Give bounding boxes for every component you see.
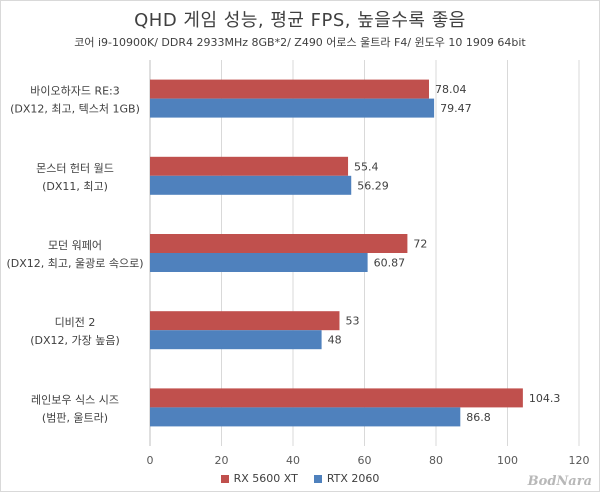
- data-label: 48: [328, 334, 342, 347]
- category-sublabel: (DX12, 최고, 울광로 속으로): [6, 257, 143, 270]
- data-label: 86.8: [466, 411, 491, 424]
- x-tick-label: 60: [358, 454, 372, 467]
- bar-rx5600xt: [150, 156, 349, 176]
- bar-rx5600xt: [150, 388, 523, 408]
- chart-title: QHD 게임 성능, 평균 FPS, 높을수록 좋음: [134, 10, 466, 31]
- category-label: 모던 워페어: [48, 239, 102, 252]
- bar-rtx2060: [150, 98, 435, 118]
- data-label: 104.3: [529, 392, 561, 405]
- category-label: 레인보우 식스 시즈: [31, 393, 119, 406]
- legend-swatch-rx5600xt: [220, 474, 229, 483]
- legend-swatch-rtx2060: [313, 474, 322, 483]
- category-sublabel: (DX12, 가장 높음): [30, 334, 120, 347]
- category-sublabel: (DX11, 최고): [42, 180, 108, 193]
- data-label: 60.87: [374, 257, 406, 270]
- data-label: 72: [413, 238, 427, 251]
- x-tick-label: 80: [429, 454, 443, 467]
- legend-label-rtx2060: RTX 2060: [326, 472, 380, 485]
- bar-rtx2060: [150, 330, 322, 350]
- x-tick-label: 120: [569, 454, 590, 467]
- category-label: 바이오하자드 RE:3: [30, 84, 120, 98]
- data-label: 79.47: [440, 102, 472, 115]
- legend-item-rx5600xt: RX 5600 XT: [220, 472, 298, 485]
- bar-rx5600xt: [150, 311, 340, 331]
- bar-rtx2060: [150, 253, 368, 272]
- chart-subtitle: 코어 i9-10900K/ DDR4 2933MHz 8GB*2/ Z490 어…: [74, 36, 526, 49]
- bar-rtx2060: [150, 407, 461, 427]
- category-label: 몬스터 헌터 월드: [36, 162, 114, 175]
- legend-item-rtx2060: RTX 2060: [313, 472, 380, 485]
- bar-rx5600xt: [150, 79, 429, 99]
- category-label: 디비전 2: [55, 316, 96, 329]
- legend-label-rx5600xt: RX 5600 XT: [233, 472, 298, 485]
- data-label: 53: [345, 315, 359, 328]
- data-label: 78.04: [435, 83, 467, 96]
- x-tick-label: 100: [497, 454, 518, 467]
- data-label: 56.29: [357, 179, 389, 192]
- data-label: 55.4: [354, 160, 379, 173]
- category-sublabel: (범판, 울트라): [42, 411, 108, 424]
- chart-legend: RX 5600 XT RTX 2060: [0, 472, 600, 485]
- category-sublabel: (DX12, 최고, 텍스처 1GB): [10, 103, 140, 116]
- bodnara-logo: BodNara: [527, 474, 592, 489]
- bar-rtx2060: [150, 175, 352, 195]
- x-tick-label: 20: [215, 454, 229, 467]
- x-tick-label: 0: [147, 454, 154, 467]
- x-tick-label: 40: [286, 454, 300, 467]
- bar-rx5600xt: [150, 234, 408, 253]
